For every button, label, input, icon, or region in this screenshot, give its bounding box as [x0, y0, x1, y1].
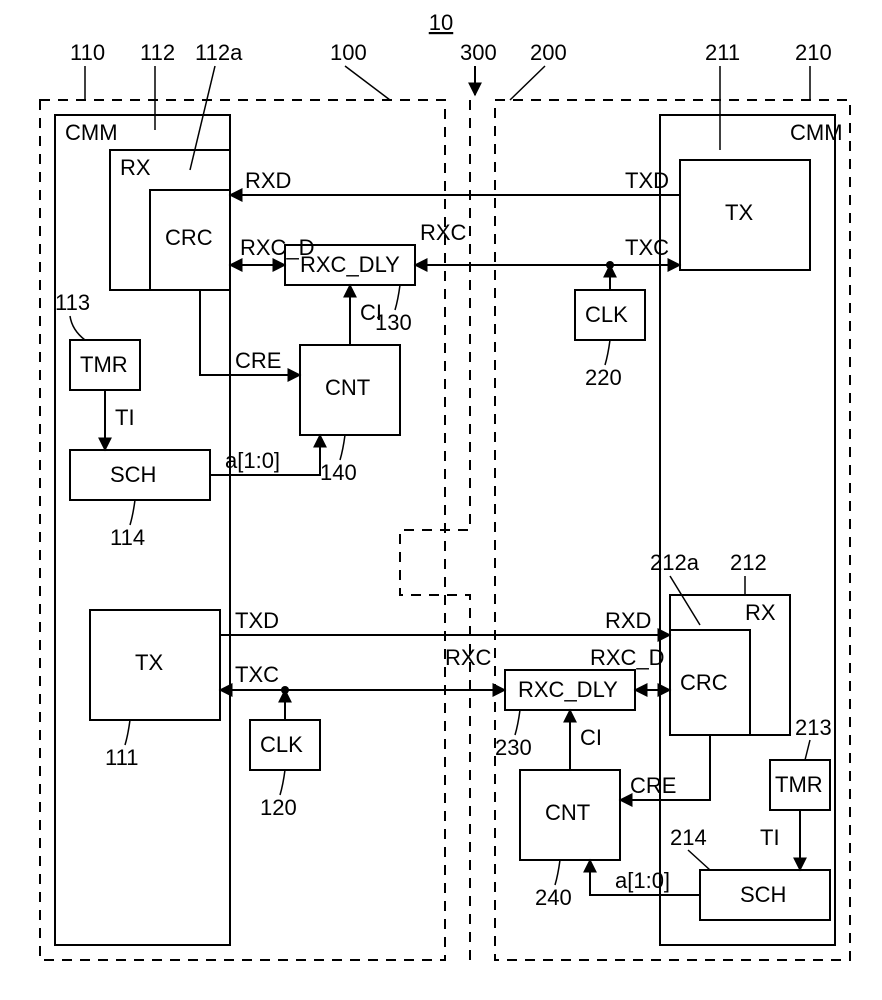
signal-rxcd-right: RXC_D	[590, 645, 665, 670]
ref-114: 114	[110, 525, 145, 550]
ref-120: 120	[260, 795, 297, 820]
signal-rxd-right: RXD	[605, 608, 651, 633]
signal-a-right: a[1:0]	[615, 868, 670, 893]
ref-214: 214	[670, 825, 707, 850]
label-tx-right: TX	[725, 200, 753, 225]
label-clk-left: CLK	[260, 732, 303, 757]
label-crc-left: CRC	[165, 225, 213, 250]
ref-213: 213	[795, 715, 832, 740]
signal-txc-right: TXC	[625, 235, 669, 260]
signal-cre-left: CRE	[235, 348, 281, 373]
ref-220: 220	[585, 365, 622, 390]
label-rxcdly-left: RXC_DLY	[300, 252, 400, 277]
ref-112a: 112a	[195, 40, 243, 65]
label-tmr-left: TMR	[80, 352, 128, 377]
ref-112: 112	[140, 40, 175, 65]
region-100	[40, 100, 445, 960]
ref-212a: 212a	[650, 550, 700, 575]
ref-212: 212	[730, 550, 767, 575]
label-tmr-right: TMR	[775, 772, 823, 797]
ref-300: 300	[460, 40, 497, 65]
label-cnt-right: CNT	[545, 800, 590, 825]
signal-txd-right: TXD	[625, 168, 669, 193]
block-diagram: 10 110 112 112a 100 300 200 211 210 CMM …	[0, 0, 882, 1000]
label-crc-right: CRC	[680, 670, 728, 695]
label-cnt-left: CNT	[325, 375, 370, 400]
label-clk-right: CLK	[585, 302, 628, 327]
signal-rxc-right: RXC	[445, 645, 492, 670]
label-rxcdly-right: RXC_DLY	[518, 677, 618, 702]
label-cmm-right: CMM	[790, 120, 843, 145]
signal-ci-left: CI	[360, 300, 382, 325]
ref-140: 140	[320, 460, 357, 485]
signal-ti-left: TI	[115, 405, 135, 430]
title-label: 10	[429, 10, 453, 35]
ref-211: 211	[705, 40, 740, 65]
signal-cre-right: CRE	[630, 773, 676, 798]
signal-rxc-left: RXC	[420, 220, 467, 245]
label-sch-left: SCH	[110, 462, 156, 487]
ref-110: 110	[70, 40, 105, 65]
block-cmm-right	[660, 115, 835, 945]
ref-111: 111	[105, 745, 138, 770]
label-cmm-left: CMM	[65, 120, 118, 145]
label-rx-left: RX	[120, 155, 151, 180]
signal-a-left: a[1:0]	[225, 448, 280, 473]
ref-240: 240	[535, 885, 572, 910]
signal-txd-left: TXD	[235, 608, 279, 633]
label-rx-right: RX	[745, 600, 776, 625]
ref-210: 210	[795, 40, 832, 65]
signal-ti-right: TI	[760, 825, 780, 850]
signal-ci-right: CI	[580, 725, 602, 750]
signal-rxcd-left: RXC_D	[240, 235, 315, 260]
ref-113: 113	[55, 290, 90, 315]
label-sch-right: SCH	[740, 882, 786, 907]
label-tx-left: TX	[135, 650, 163, 675]
signal-rxd-left: RXD	[245, 168, 291, 193]
signal-txc-left: TXC	[235, 662, 279, 687]
ref-200: 200	[530, 40, 567, 65]
ref-230: 230	[495, 735, 532, 760]
ref-100: 100	[330, 40, 367, 65]
